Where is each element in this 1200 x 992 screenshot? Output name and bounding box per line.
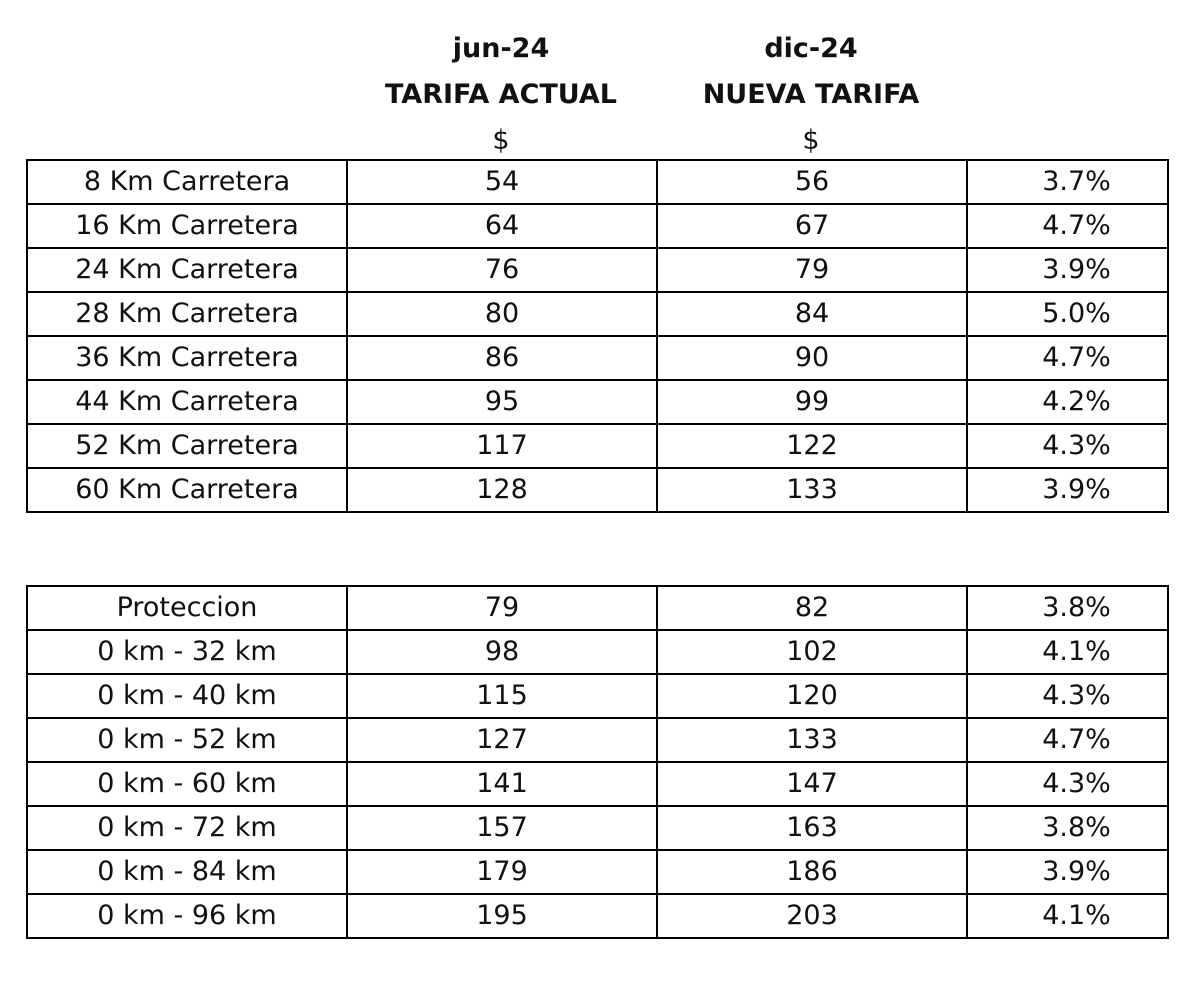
cell-nueva-tarifa: 203 — [656, 893, 968, 939]
table-row: 52 Km Carretera 117 122 4.3% — [26, 423, 1169, 469]
cell-nueva-tarifa: 186 — [656, 849, 968, 895]
cell-variacion: 4.2% — [966, 379, 1169, 425]
cell-concepto: 24 Km Carretera — [26, 247, 348, 293]
column-headers: jun-24 TARIFA ACTUAL $ dic-24 NUEVA TARI… — [0, 26, 1200, 156]
cell-nueva-tarifa: 84 — [656, 291, 968, 337]
tabla-zonas-body: Proteccion 79 82 3.8% 0 km - 32 km 98 102 4.1% 0… — [26, 585, 1169, 939]
cell-nueva-tarifa: 67 — [656, 203, 968, 249]
table-row: 0 km - 40 km 115 120 4.3% — [26, 673, 1169, 719]
cell-tarifa-actual: 127 — [346, 717, 658, 763]
cell-concepto: 0 km - 60 km — [26, 761, 348, 807]
cell-concepto: 44 Km Carretera — [26, 379, 348, 425]
cell-concepto: 36 Km Carretera — [26, 335, 348, 381]
cell-variacion: 3.9% — [966, 247, 1169, 293]
table-row: 44 Km Carretera 95 99 4.2% — [26, 379, 1169, 425]
cell-tarifa-actual: 179 — [346, 849, 658, 895]
cell-concepto: 8 Km Carretera — [26, 159, 348, 205]
cell-nueva-tarifa: 122 — [656, 423, 968, 469]
cell-variacion: 3.8% — [966, 805, 1169, 851]
table-row: 16 Km Carretera 64 67 4.7% — [26, 203, 1169, 249]
cell-tarifa-actual: 128 — [346, 467, 658, 513]
cell-tarifa-actual: 141 — [346, 761, 658, 807]
cell-tarifa-actual: 117 — [346, 423, 658, 469]
cell-nueva-tarifa: 163 — [656, 805, 968, 851]
cell-variacion: 4.7% — [966, 335, 1169, 381]
cell-tarifa-actual: 195 — [346, 893, 658, 939]
table-row: 28 Km Carretera 80 84 5.0% — [26, 291, 1169, 337]
table-row: 0 km - 84 km 179 186 3.9% — [26, 849, 1169, 895]
cell-concepto: 60 Km Carretera — [26, 467, 348, 513]
table-row: 0 km - 96 km 195 203 4.1% — [26, 893, 1169, 939]
cell-tarifa-actual: 98 — [346, 629, 658, 675]
header-currency-actual: $ — [492, 125, 510, 156]
cell-variacion: 5.0% — [966, 291, 1169, 337]
cell-concepto: 0 km - 84 km — [26, 849, 348, 895]
cell-variacion: 4.7% — [966, 203, 1169, 249]
cell-concepto: 0 km - 40 km — [26, 673, 348, 719]
table-row: 24 Km Carretera 76 79 3.9% — [26, 247, 1169, 293]
cell-tarifa-actual: 79 — [346, 585, 658, 631]
cell-nueva-tarifa: 99 — [656, 379, 968, 425]
footer-cropped-text — [26, 982, 886, 992]
header-tarifa-actual: jun-24 TARIFA ACTUAL $ — [346, 26, 656, 164]
cell-concepto: 0 km - 32 km — [26, 629, 348, 675]
header-period-actual: jun-24 — [452, 33, 550, 64]
header-currency-nueva: $ — [802, 125, 820, 156]
cell-nueva-tarifa: 120 — [656, 673, 968, 719]
cell-concepto: 0 km - 72 km — [26, 805, 348, 851]
cell-concepto: 28 Km Carretera — [26, 291, 348, 337]
cell-tarifa-actual: 115 — [346, 673, 658, 719]
cell-tarifa-actual: 86 — [346, 335, 658, 381]
table-row: 60 Km Carretera 128 133 3.9% — [26, 467, 1169, 513]
cell-variacion: 4.1% — [966, 629, 1169, 675]
cell-nueva-tarifa: 79 — [656, 247, 968, 293]
cell-tarifa-actual: 76 — [346, 247, 658, 293]
cell-variacion: 4.1% — [966, 893, 1169, 939]
table-row: 0 km - 32 km 98 102 4.1% — [26, 629, 1169, 675]
cell-nueva-tarifa: 82 — [656, 585, 968, 631]
cell-concepto: Proteccion — [26, 585, 348, 631]
header-nueva-tarifa: dic-24 NUEVA TARIFA $ — [656, 26, 966, 164]
cell-variacion: 4.3% — [966, 673, 1169, 719]
cell-tarifa-actual: 80 — [346, 291, 658, 337]
table-row: 0 km - 60 km 141 147 4.3% — [26, 761, 1169, 807]
cell-concepto: 0 km - 52 km — [26, 717, 348, 763]
table-row: Proteccion 79 82 3.8% — [26, 585, 1169, 631]
header-label-actual: TARIFA ACTUAL — [384, 79, 618, 110]
header-period-nueva: dic-24 — [764, 33, 858, 64]
cell-variacion: 4.3% — [966, 761, 1169, 807]
cell-concepto: 16 Km Carretera — [26, 203, 348, 249]
tabla-carretera: 8 Km Carretera 54 56 3.7% 16 Km Carretera 64 6… — [26, 159, 1169, 513]
cell-tarifa-actual: 157 — [346, 805, 658, 851]
cell-variacion: 3.7% — [966, 159, 1169, 205]
cell-concepto: 0 km - 96 km — [26, 893, 348, 939]
cell-nueva-tarifa: 56 — [656, 159, 968, 205]
table-row: 36 Km Carretera 86 90 4.7% — [26, 335, 1169, 381]
cell-tarifa-actual: 64 — [346, 203, 658, 249]
cell-concepto: 52 Km Carretera — [26, 423, 348, 469]
cell-tarifa-actual: 54 — [346, 159, 658, 205]
cell-nueva-tarifa: 102 — [656, 629, 968, 675]
cell-nueva-tarifa: 147 — [656, 761, 968, 807]
cell-nueva-tarifa: 90 — [656, 335, 968, 381]
table-row: 8 Km Carretera 54 56 3.7% — [26, 159, 1169, 205]
cell-variacion: 3.8% — [966, 585, 1169, 631]
cell-variacion: 4.3% — [966, 423, 1169, 469]
cell-variacion: 3.9% — [966, 467, 1169, 513]
cell-nueva-tarifa: 133 — [656, 467, 968, 513]
tabla-carretera-body: 8 Km Carretera 54 56 3.7% 16 Km Carretera 64 6… — [26, 159, 1169, 513]
table-row: 0 km - 72 km 157 163 3.8% — [26, 805, 1169, 851]
tabla-zonas: Proteccion 79 82 3.8% 0 km - 32 km 98 102 4.1% 0… — [26, 585, 1169, 939]
header-label-nueva: NUEVA TARIFA — [702, 79, 920, 110]
cell-variacion: 4.7% — [966, 717, 1169, 763]
cell-variacion: 3.9% — [966, 849, 1169, 895]
table-row: 0 km - 52 km 127 133 4.7% — [26, 717, 1169, 763]
cell-nueva-tarifa: 133 — [656, 717, 968, 763]
cell-tarifa-actual: 95 — [346, 379, 658, 425]
